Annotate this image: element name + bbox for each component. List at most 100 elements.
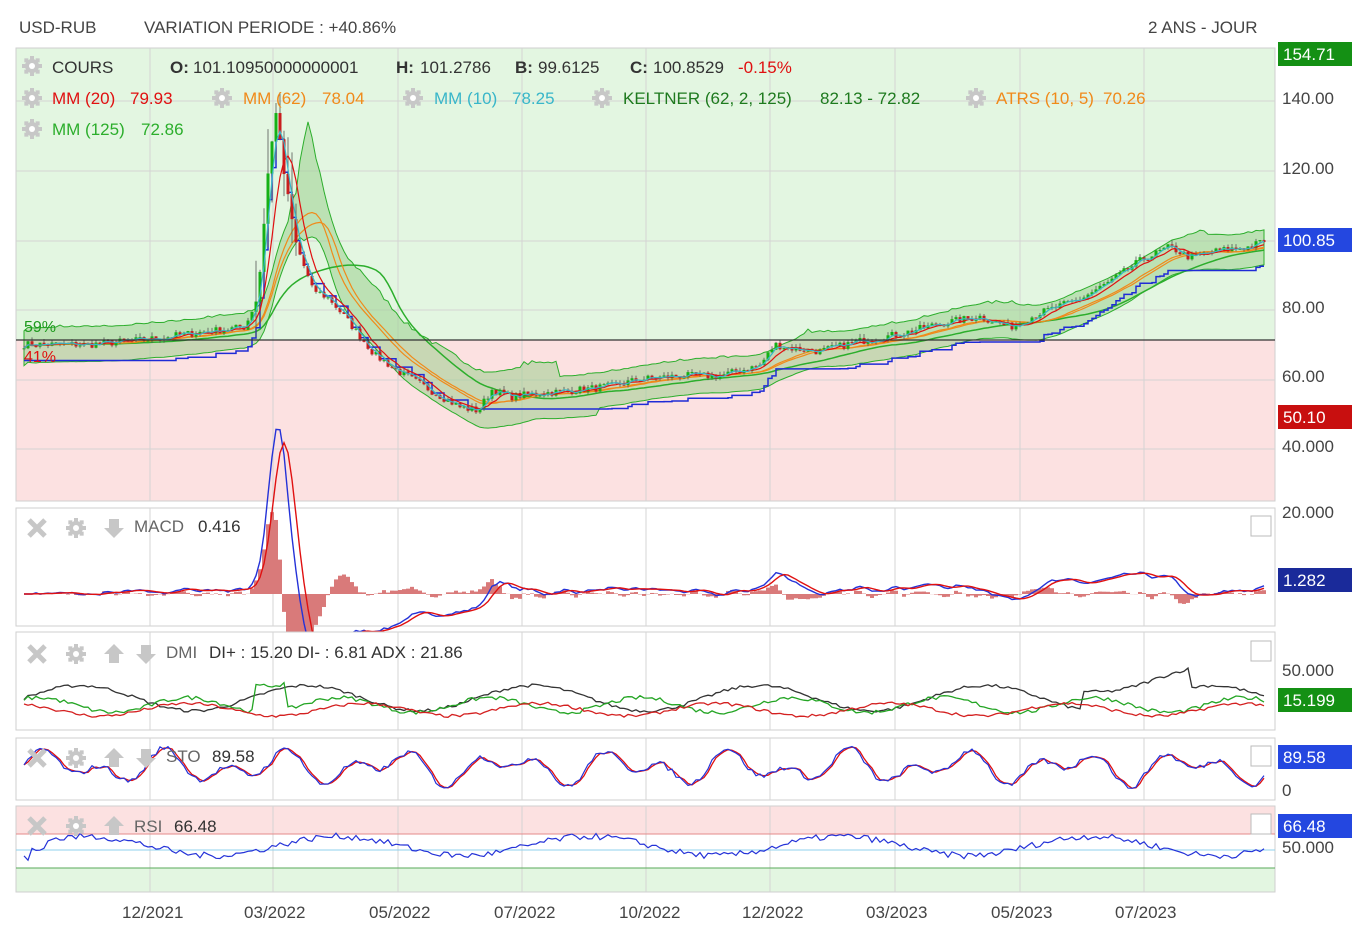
candle-body bbox=[1114, 274, 1118, 279]
candle-body bbox=[654, 377, 658, 380]
macd-histogram-bar bbox=[470, 590, 474, 594]
macd-histogram-bar bbox=[254, 580, 258, 594]
macd-histogram-bar bbox=[394, 590, 398, 594]
macd-histogram-bar bbox=[1082, 594, 1086, 597]
macd-histogram-bar bbox=[1170, 594, 1174, 596]
macd-histogram-bar bbox=[974, 594, 978, 598]
gear-icon bbox=[212, 88, 232, 108]
macd-histogram-bar bbox=[390, 590, 394, 594]
dmi-checkbox[interactable] bbox=[1250, 640, 1272, 662]
gear-icon-tooth bbox=[22, 127, 26, 131]
macd-histogram-bar bbox=[674, 594, 678, 595]
gear-icon-tooth bbox=[594, 101, 599, 106]
gear-icon-tooth bbox=[968, 101, 973, 106]
candle-body bbox=[1014, 324, 1018, 330]
macd-histogram-bar bbox=[186, 592, 190, 594]
macd-histogram-bar bbox=[462, 591, 466, 594]
macd-histogram-bar bbox=[874, 594, 878, 596]
candle-body bbox=[690, 372, 694, 374]
period-selector[interactable]: 2 ANS - JOUR bbox=[1148, 18, 1258, 37]
macd-histogram-bar bbox=[790, 594, 794, 600]
macd-histogram-bar bbox=[990, 594, 994, 599]
candle-body bbox=[1166, 244, 1170, 248]
macd-histogram-bar bbox=[150, 594, 154, 596]
macd-histogram-bar bbox=[154, 594, 158, 595]
macd-histogram-bar bbox=[918, 591, 922, 594]
x-tick-label: 05/2022 bbox=[369, 903, 430, 922]
close-icon bbox=[27, 748, 47, 768]
candle-body bbox=[1094, 289, 1098, 293]
candle-body bbox=[282, 139, 286, 175]
macd-histogram-bar bbox=[846, 593, 850, 594]
gear-icon-tooth bbox=[79, 531, 84, 536]
macd-histogram-bar bbox=[1254, 591, 1258, 594]
macd-histogram-bar bbox=[258, 569, 262, 594]
gear-icon-tooth bbox=[594, 90, 599, 95]
mm10-label: MM (10) bbox=[434, 89, 497, 108]
macd-histogram-bar bbox=[1110, 592, 1114, 594]
macd-histogram-bar bbox=[138, 593, 142, 594]
candle-body bbox=[270, 141, 274, 174]
gear-icon-tooth bbox=[419, 96, 423, 100]
macd-histogram-bar bbox=[182, 591, 186, 594]
macd-histogram-bar bbox=[538, 594, 542, 598]
x-tick-label: 03/2023 bbox=[866, 903, 927, 922]
macd-histogram-bar bbox=[498, 586, 502, 594]
candle-body bbox=[326, 297, 330, 299]
candle-body bbox=[322, 291, 326, 298]
gear-icon-tooth bbox=[605, 90, 610, 95]
macd-histogram-bar bbox=[870, 594, 874, 598]
macd-histogram-bar bbox=[426, 594, 430, 595]
macd-histogram-bar bbox=[654, 593, 658, 594]
candle-body bbox=[434, 394, 438, 396]
candle-body bbox=[706, 372, 710, 379]
candle-body bbox=[1218, 248, 1222, 250]
atrs-label: ATRS (10, 5) bbox=[996, 89, 1094, 108]
macd-checkbox[interactable] bbox=[1250, 515, 1272, 537]
macd-histogram-bar bbox=[1178, 594, 1182, 604]
macd-histogram-bar bbox=[146, 594, 150, 596]
close-icon bbox=[27, 518, 47, 538]
candle-body bbox=[318, 291, 322, 293]
gear-icon-hole bbox=[73, 525, 79, 531]
macd-histogram-bar bbox=[1046, 587, 1050, 594]
macd-signal-line bbox=[24, 440, 1265, 675]
macd-histogram-bar bbox=[378, 592, 382, 594]
mm62-label: MM (62) bbox=[243, 89, 306, 108]
gear-icon-tooth bbox=[212, 96, 216, 100]
macd-histogram-bar bbox=[1006, 594, 1010, 596]
rsi-checkbox[interactable] bbox=[1250, 813, 1272, 835]
macd-histogram-bar bbox=[1202, 593, 1206, 594]
macd-histogram-bar bbox=[938, 594, 942, 596]
macd-histogram-bar bbox=[1250, 594, 1254, 595]
macd-histogram-bar bbox=[526, 594, 530, 595]
candle-body bbox=[418, 378, 422, 381]
x-tick-label: 07/2023 bbox=[1115, 903, 1176, 922]
gear-icon-hole bbox=[973, 95, 979, 101]
arrow-down-icon bbox=[136, 749, 156, 768]
candle-body bbox=[986, 320, 990, 323]
macd-histogram-bar bbox=[310, 594, 314, 633]
gear-icon-tooth bbox=[35, 90, 40, 95]
sto-label: STO bbox=[166, 747, 201, 766]
macd-histogram-bar bbox=[838, 591, 842, 594]
gear-icon-tooth bbox=[608, 96, 612, 100]
candle-body bbox=[146, 340, 150, 342]
gear-icon-tooth bbox=[82, 824, 86, 828]
ohlc-high-value: 101.2786 bbox=[420, 58, 491, 77]
candle-body bbox=[114, 342, 118, 346]
macd-histogram-bar bbox=[1138, 591, 1142, 594]
x-tick-label: 03/2022 bbox=[244, 903, 305, 922]
macd-histogram-bar bbox=[710, 594, 714, 597]
macd-histogram-bar bbox=[854, 590, 858, 594]
x-tick-label: 12/2022 bbox=[742, 903, 803, 922]
macd-histogram-bar bbox=[986, 594, 990, 596]
candle-body bbox=[274, 113, 278, 142]
sto-checkbox[interactable] bbox=[1250, 745, 1272, 767]
candle-body bbox=[1170, 244, 1174, 246]
macd-histogram-bar bbox=[74, 594, 78, 595]
change-value: -0.15% bbox=[738, 58, 792, 77]
cours-label: COURS bbox=[52, 58, 113, 77]
macd-histogram-bar bbox=[510, 594, 514, 600]
macd-histogram-bar bbox=[774, 584, 778, 594]
